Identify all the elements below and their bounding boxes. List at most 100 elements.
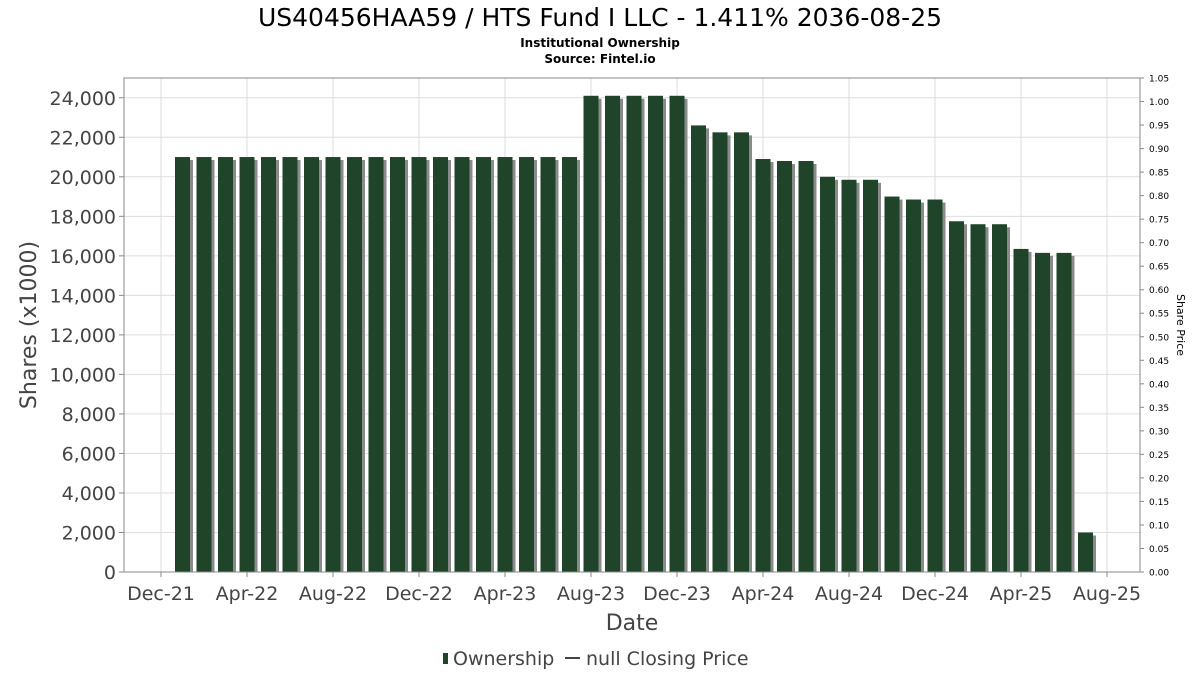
ownership-bar xyxy=(1078,532,1093,572)
x-tick-label: Dec-23 xyxy=(643,583,711,605)
x-tick-label: Apr-24 xyxy=(732,583,795,605)
chart-subtitle-line-2: Source: Fintel.io xyxy=(544,52,655,66)
y-tick-label: 6,000 xyxy=(62,443,116,465)
y2-tick-label: 0.45 xyxy=(1149,357,1169,367)
x-tick-label: Aug-22 xyxy=(299,583,367,605)
y-tick-label: 0 xyxy=(104,562,116,584)
ownership-bar xyxy=(304,157,319,573)
y-tick-label: 20,000 xyxy=(50,167,116,189)
y2-tick-label: 0.25 xyxy=(1149,451,1169,461)
y2-tick-label: 0.80 xyxy=(1149,192,1169,202)
ownership-bar xyxy=(540,157,556,573)
y2-tick-label: 1.00 xyxy=(1149,98,1169,108)
y2-tick-label: 0.60 xyxy=(1149,286,1169,296)
plot-area-frame xyxy=(123,77,1141,573)
y2-tick-label: 0.95 xyxy=(1149,122,1169,132)
ownership-bar xyxy=(282,157,298,573)
ownership-bar xyxy=(239,157,255,573)
ownership-bar xyxy=(841,179,857,573)
y2-tick-label: 0.55 xyxy=(1149,310,1169,320)
x-tick-label: Apr-25 xyxy=(990,583,1053,605)
ownership-bar xyxy=(712,132,728,572)
ownership-bar xyxy=(734,132,749,572)
ownership-bar xyxy=(433,157,448,573)
y-tick-label: 14,000 xyxy=(50,285,116,307)
x-tick-label: Dec-24 xyxy=(901,583,969,605)
ownership-bar xyxy=(196,157,212,573)
x-axis-ticks: Dec-21 Apr-22 Aug-22 Dec-22 Apr-23 Aug-23 Dec-… xyxy=(127,572,1141,605)
ownership-bar xyxy=(970,224,986,572)
legend-ownership-swatch xyxy=(443,653,448,664)
legend: Ownership null Closing Price xyxy=(443,648,749,670)
ownership-bar xyxy=(218,157,233,573)
y-tick-label: 4,000 xyxy=(62,483,116,505)
chart-title: US40456HAA59 / HTS Fund I LLC - 1.411% 2… xyxy=(258,3,942,32)
y-tick-label: 12,000 xyxy=(50,325,116,347)
y2-tick-label: 0.85 xyxy=(1149,169,1169,179)
ownership-bar xyxy=(175,157,190,573)
right-axis-ticks: 0.00 0.05 0.10 0.15 0.20 0.25 0.30 0.35 0.40 0.45… xyxy=(1140,75,1169,579)
x-tick-label: Dec-21 xyxy=(127,583,195,605)
ownership-bar xyxy=(755,159,771,573)
y2-tick-label: 0.90 xyxy=(1149,145,1169,155)
left-axis-ticks: 0 2,000 4,000 6,000 8,000 10,000 12,000 14,000 1… xyxy=(50,88,124,584)
y2-tick-label: 0.50 xyxy=(1149,333,1169,343)
ownership-bar xyxy=(1013,248,1029,572)
ownership-bar xyxy=(261,157,276,573)
y2-tick-label: 1.05 xyxy=(1149,75,1169,85)
ownership-bar xyxy=(390,157,405,573)
ownership-bar xyxy=(798,160,814,572)
y2-tick-label: 0.00 xyxy=(1149,569,1169,579)
ownership-bar xyxy=(1056,252,1072,572)
y2-tick-label: 0.15 xyxy=(1149,498,1169,508)
y2-tick-label: 0.05 xyxy=(1149,545,1169,555)
y2-tick-label: 0.30 xyxy=(1149,427,1169,437)
legend-closing-price-label: null Closing Price xyxy=(586,648,749,670)
ownership-bar xyxy=(583,95,599,572)
y2-tick-label: 0.65 xyxy=(1149,263,1169,273)
ownership-bar xyxy=(648,95,663,572)
ownership-bar xyxy=(325,157,341,573)
y2-tick-label: 0.10 xyxy=(1149,521,1169,531)
ownership-bar xyxy=(605,95,620,572)
ownership-bar xyxy=(691,125,706,572)
y2-tick-label: 0.20 xyxy=(1149,474,1169,484)
y2-tick-label: 0.70 xyxy=(1149,239,1169,249)
x-tick-label: Dec-22 xyxy=(385,583,453,605)
y2-tick-label: 0.75 xyxy=(1149,216,1169,226)
x-tick-label: Aug-25 xyxy=(1073,583,1141,605)
ownership-bar xyxy=(992,224,1007,572)
y-axis-label: Shares (x1000) xyxy=(17,241,42,409)
y-tick-label: 22,000 xyxy=(50,127,116,149)
y-tick-label: 2,000 xyxy=(62,522,116,544)
x-tick-label: Apr-22 xyxy=(216,583,279,605)
bars-layer xyxy=(175,95,1096,573)
x-tick-label: Aug-23 xyxy=(557,583,625,605)
y-tick-label: 16,000 xyxy=(50,246,116,268)
ownership-bar xyxy=(906,199,921,573)
y-tick-label: 8,000 xyxy=(62,404,116,426)
ownership-bar xyxy=(519,157,534,573)
ownership-bar xyxy=(884,196,900,572)
x-axis-label: Date xyxy=(606,611,659,636)
x-tick-label: Apr-23 xyxy=(474,583,537,605)
ownership-bar xyxy=(1035,252,1050,572)
ownership-bar xyxy=(863,179,878,573)
ownership-bar xyxy=(476,157,491,573)
ownership-bar xyxy=(949,221,964,572)
ownership-bar xyxy=(669,95,685,572)
ownership-bar xyxy=(820,176,835,573)
y2-tick-label: 0.35 xyxy=(1149,404,1169,414)
y-tick-label: 24,000 xyxy=(50,88,116,110)
y-tick-label: 18,000 xyxy=(50,206,116,228)
ownership-bar xyxy=(777,160,792,572)
ownership-bar xyxy=(626,95,642,572)
ownership-bar xyxy=(347,157,362,573)
x-tick-label: Aug-24 xyxy=(815,583,883,605)
chart-subtitle-line-1: Institutional Ownership xyxy=(520,36,680,50)
y-tick-label: 10,000 xyxy=(50,364,116,386)
ownership-bar xyxy=(497,157,513,573)
ownership-bar xyxy=(562,157,577,573)
y2-tick-label: 0.40 xyxy=(1149,380,1169,390)
